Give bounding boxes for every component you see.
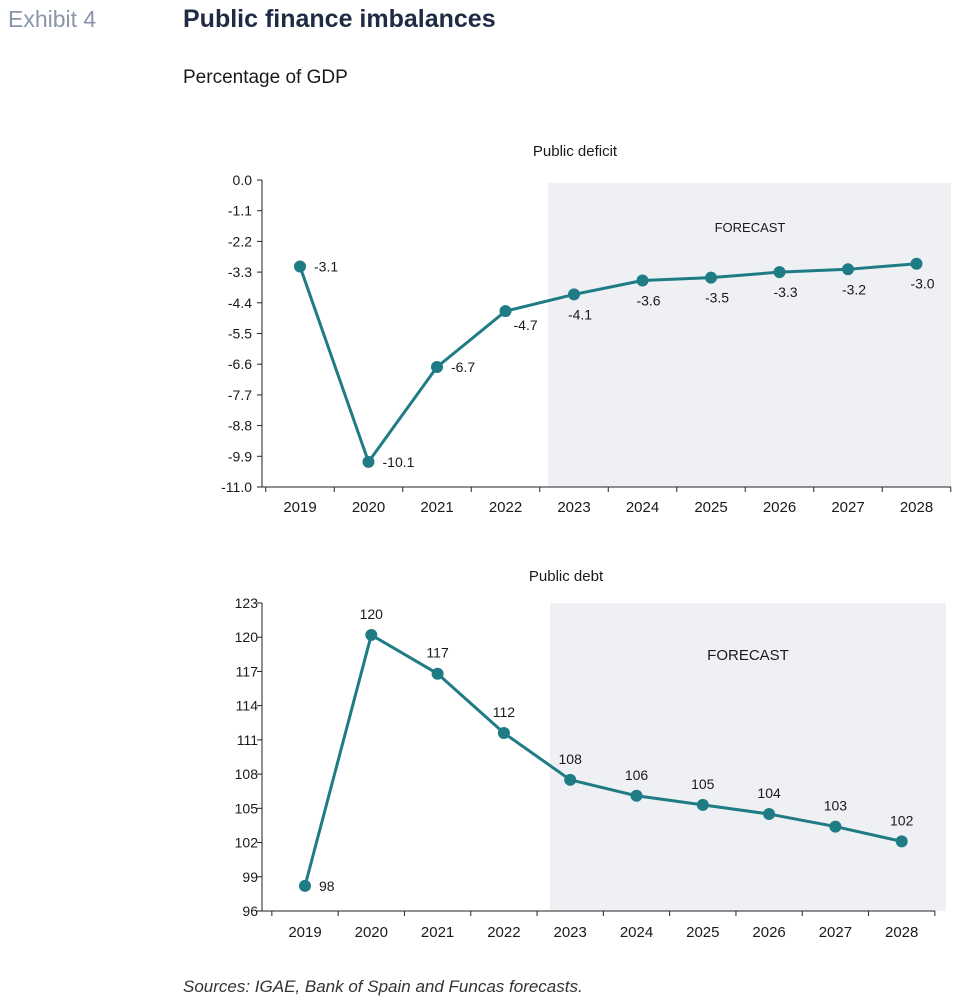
- chart2-data-label: 106: [625, 767, 649, 783]
- source-note: Sources: IGAE, Bank of Spain and Funcas …: [183, 977, 583, 996]
- chart1-x-tick-label: 2025: [694, 499, 727, 516]
- chart1-y-tick-label: -7.7: [228, 387, 252, 403]
- chart1-data-point: [294, 260, 306, 273]
- chart2-data-label: 105: [691, 776, 715, 792]
- chart1-y-tick-label: -3.3: [228, 264, 252, 280]
- chart2-data-point: [564, 773, 577, 786]
- chart1-title: Public deficit: [533, 143, 618, 160]
- chart1-x-tick-label: 2020: [352, 499, 385, 516]
- chart1-data-label: -3.6: [636, 292, 660, 308]
- chart2-forecast-region: [550, 603, 946, 911]
- chart1-data-point: [499, 305, 512, 318]
- chart2-title: Public debt: [529, 568, 604, 585]
- chart2-x-tick-label: 2028: [885, 924, 918, 941]
- chart2-data-point: [829, 820, 842, 833]
- chart1-x-tick-label: 2028: [900, 499, 933, 516]
- chart2-data-point: [299, 879, 311, 892]
- chart1-data-label: -4.7: [514, 317, 538, 333]
- chart1-y-tick-label: -2.2: [228, 233, 252, 249]
- chart2-data-label: 98: [319, 878, 335, 894]
- chart1-data-point: [568, 288, 580, 301]
- chart2-data-point: [895, 835, 908, 848]
- chart1-x-tick-label: 2026: [763, 499, 796, 516]
- chart2-y-tick-label: 99: [242, 869, 258, 885]
- chart2-y-tick-label: 114: [236, 698, 259, 714]
- chart2-data-point: [630, 789, 643, 802]
- chart2-data-point: [763, 808, 776, 821]
- chart2-y-tick-label: 96: [242, 903, 258, 919]
- chart1-x-tick-label: 2019: [283, 499, 316, 516]
- chart2-y-tick-label: 108: [235, 766, 259, 782]
- chart2-x-tick-label: 2022: [487, 924, 520, 941]
- chart2-y-tick-label: 123: [235, 595, 259, 611]
- chart2-x-tick-label: 2020: [355, 924, 388, 941]
- chart1-y-tick-label: -4.4: [228, 295, 252, 311]
- chart1-data-point: [910, 257, 923, 270]
- chart2-data-point: [696, 798, 709, 811]
- chart2-x-tick-label: 2026: [752, 924, 785, 941]
- chart2-x-tick-label: 2027: [819, 924, 852, 941]
- chart2-forecast-label: FORECAST: [707, 647, 789, 664]
- chart2-data-label: 108: [559, 751, 583, 767]
- chart2-data-label: 104: [757, 785, 781, 801]
- chart1-y-tick-label: -5.5: [228, 326, 252, 342]
- chart1-x-tick-label: 2024: [626, 499, 659, 516]
- chart1-data-label: -3.5: [705, 290, 729, 306]
- chart1-x-tick-label: 2022: [489, 499, 522, 516]
- chart1-data-point: [705, 271, 717, 284]
- chart1-data-label: -3.3: [773, 284, 797, 300]
- chart2-y-tick-label: 102: [235, 835, 259, 851]
- chart2-data-point: [431, 667, 444, 680]
- chart2-y-tick-label: 111: [237, 732, 258, 748]
- chart2-series-line: [303, 633, 903, 887]
- chart2-y-tick-label: 105: [235, 800, 259, 816]
- chart2-data-point: [497, 727, 510, 740]
- chart1-y-tick-label: -6.6: [228, 356, 252, 372]
- chart2-data-label: 112: [493, 704, 516, 720]
- page-title: Public finance imbalances: [183, 5, 496, 33]
- chart1-x-tick-label: 2023: [557, 499, 590, 516]
- chart1-y-tick-label: 0.0: [233, 172, 253, 188]
- chart2-data-label: 117: [426, 645, 449, 661]
- chart2-data-label: 120: [360, 606, 384, 622]
- chart2-y-tick-label: 117: [236, 663, 259, 679]
- chart1-y-tick-label: -1.1: [228, 203, 252, 219]
- chart1-data-label: -10.1: [383, 454, 415, 470]
- chart2-x-tick-label: 2024: [620, 924, 653, 941]
- chart1-data-point: [636, 274, 649, 287]
- chart2-data-label: 103: [824, 798, 848, 814]
- chart2-data-point: [365, 628, 378, 641]
- chart2-y-tick-label: 120: [235, 629, 259, 645]
- chart1-forecast-region: [548, 183, 951, 487]
- chart2-data-label: 102: [890, 812, 914, 828]
- chart1-data-label: -3.1: [314, 259, 338, 275]
- chart1-y-tick-label: -9.9: [228, 448, 252, 464]
- chart1-data-label: -3.0: [910, 276, 934, 292]
- chart1-data-point: [773, 266, 786, 279]
- chart1-x-tick-label: 2027: [831, 499, 864, 516]
- chart2-x-tick-label: 2021: [421, 924, 454, 941]
- chart1-data-point: [362, 455, 375, 468]
- chart1-data-label: -4.1: [568, 306, 592, 322]
- chart1-y-tick-label: -11.0: [221, 479, 252, 495]
- chart1-x-tick-label: 2021: [420, 499, 453, 516]
- chart2-x-tick-label: 2025: [686, 924, 719, 941]
- chart1-data-point: [431, 360, 443, 373]
- chart1-data-label: -6.7: [451, 359, 475, 375]
- chart1-forecast-label: FORECAST: [715, 220, 786, 235]
- chart1-series-line: [298, 262, 917, 464]
- chart2-x-tick-label: 2019: [288, 924, 321, 941]
- chart2-x-tick-label: 2023: [554, 924, 587, 941]
- exhibit-number: Exhibit 4: [8, 6, 97, 32]
- page-subtitle: Percentage of GDP: [183, 67, 348, 88]
- chart1-y-tick-label: -8.8: [228, 418, 252, 434]
- chart1-data-point: [842, 263, 854, 276]
- chart1-data-label: -3.2: [842, 281, 866, 297]
